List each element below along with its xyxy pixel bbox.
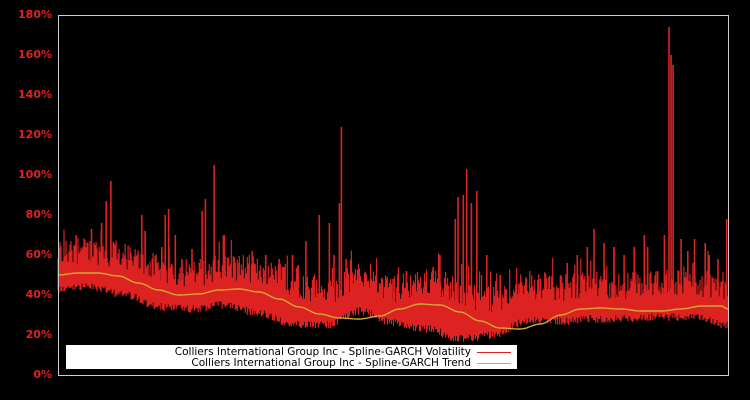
y-tick-label: 180%: [18, 8, 52, 21]
y-tick-label: 20%: [25, 328, 52, 341]
y-tick-label: 100%: [18, 168, 52, 181]
plot-frame: [58, 15, 729, 376]
y-tick-label: 60%: [25, 248, 52, 261]
trend-series: [57, 272, 729, 330]
legend: Colliers International Group Inc - Splin…: [66, 345, 517, 369]
y-tick-label: 160%: [18, 48, 52, 61]
y-tick-label: 0%: [33, 368, 52, 381]
legend-label-volatility: Colliers International Group Inc - Splin…: [174, 346, 471, 358]
legend-label-trend: Colliers International Group Inc - Splin…: [191, 357, 471, 369]
legend-swatch-trend: [477, 362, 511, 364]
volatility-series: [57, 27, 729, 342]
volatility-spikes: [74, 27, 728, 325]
legend-item-trend: Colliers International Group Inc - Splin…: [191, 357, 517, 369]
y-tick-label: 120%: [18, 128, 52, 141]
y-tick-label: 40%: [25, 288, 52, 301]
y-tick-label: 140%: [18, 88, 52, 101]
legend-item-volatility: Colliers International Group Inc - Splin…: [175, 346, 517, 358]
y-tick-label: 80%: [25, 208, 52, 221]
legend-swatch-volatility: [477, 351, 511, 353]
